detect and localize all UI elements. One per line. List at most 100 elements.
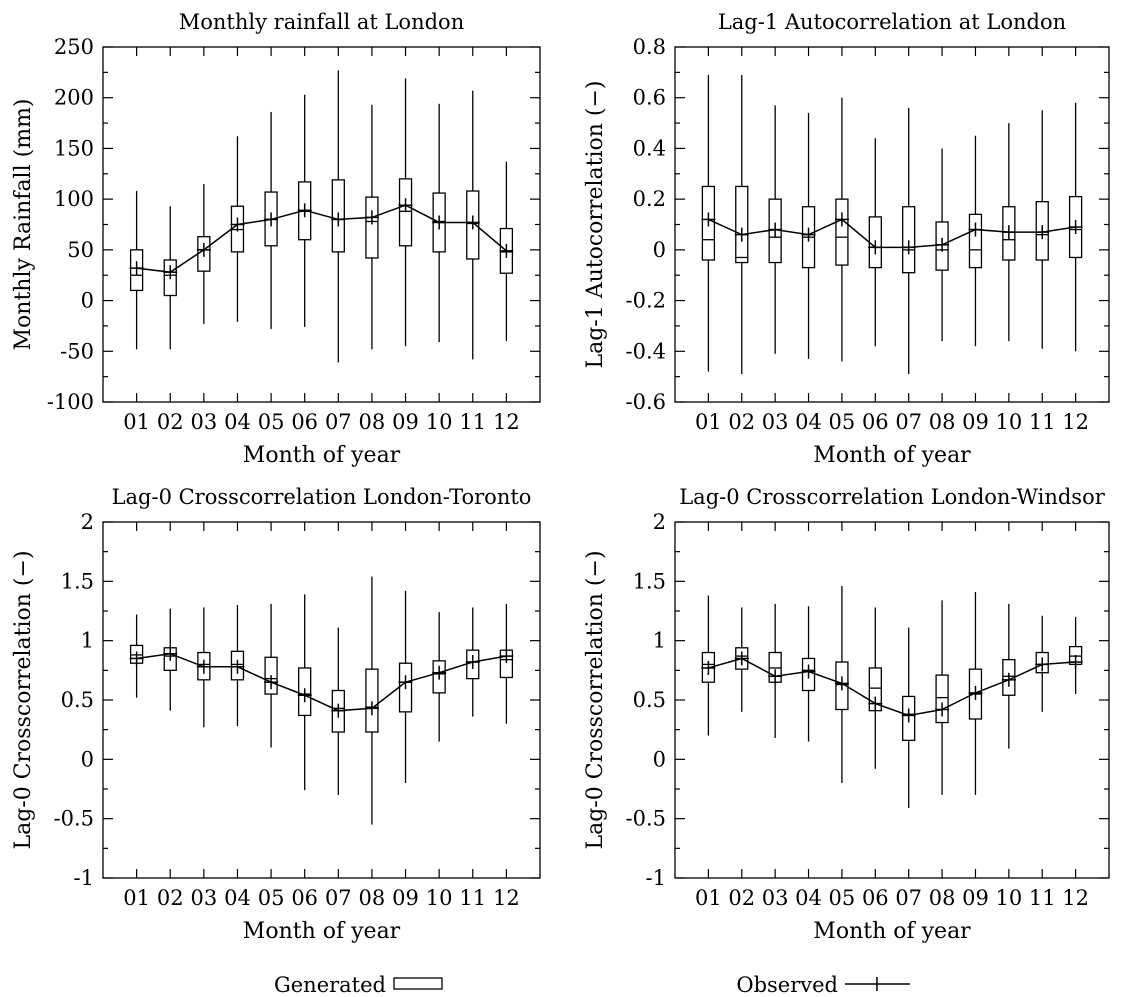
- y-tick-label: -1: [646, 866, 666, 890]
- y-tick-label: -50: [60, 339, 94, 363]
- box-rect: [902, 206, 916, 274]
- x-tick-label: 01: [695, 410, 722, 434]
- x-tick-label: 09: [962, 886, 989, 910]
- y-tick-label: 2: [653, 510, 666, 534]
- box-05: [835, 97, 849, 362]
- box-09: [398, 78, 413, 347]
- x-tick-label: 05: [258, 410, 285, 434]
- chart-title: Monthly rainfall at London: [179, 10, 464, 34]
- box-02: [735, 74, 749, 375]
- chart-title: Lag-0 Crosscorrelation London-Toronto: [112, 485, 532, 509]
- y-tick-label: 0.4: [633, 136, 666, 160]
- y-tick-label: -1: [74, 866, 94, 890]
- y-tick-label: 1.5: [633, 569, 666, 593]
- x-tick-label: 08: [929, 886, 956, 910]
- observed-line: [708, 657, 1076, 717]
- y-tick-label: 1: [653, 629, 666, 653]
- chart-panel-2: Lag-1 Autocorrelation at London -0.6 -0.4 -…: [583, 10, 1110, 468]
- y-tick-label: -0.2: [626, 289, 667, 313]
- y-axis-label: Lag-0 Crosscorrelation (−): [583, 550, 608, 849]
- x-tick-label: 07: [895, 886, 922, 910]
- x-tick-label: 12: [1062, 410, 1089, 434]
- y-tick-label: 0: [653, 238, 666, 262]
- y-tick-label: 0: [81, 289, 94, 313]
- x-tick-label: 04: [224, 410, 251, 434]
- y-tick-label: 0.5: [633, 688, 666, 712]
- y-tick-label: -0.5: [54, 807, 95, 831]
- x-tick-label: 03: [762, 886, 789, 910]
- y-tick-label: 2: [81, 510, 94, 534]
- y-tick-label: 50: [67, 238, 94, 262]
- observed-line: [136, 204, 507, 273]
- chart-title: Lag-0 Crosscorrelation London-Windsor: [679, 485, 1105, 509]
- x-tick-label: 10: [995, 886, 1022, 910]
- y-tick-label: 0.5: [61, 688, 94, 712]
- box-01: [701, 74, 716, 372]
- panels: Monthly rainfall at London-100-500501001…: [11, 10, 1110, 944]
- x-tick-label: 02: [157, 410, 184, 434]
- y-tick-label: 0: [653, 747, 666, 771]
- x-tick-label: 05: [829, 886, 856, 910]
- x-axis-label: Month of year: [813, 919, 971, 944]
- box-rect: [968, 213, 983, 269]
- legend: Generated Observed: [274, 973, 910, 997]
- y-tick-label: 200: [54, 86, 94, 110]
- box-rect: [868, 667, 882, 712]
- x-tick-label: 04: [795, 410, 822, 434]
- x-tick-label: 10: [426, 410, 453, 434]
- x-tick-label: 10: [995, 410, 1022, 434]
- box-08: [365, 104, 379, 350]
- box-08: [365, 576, 379, 825]
- y-axis-label: Lag-1 Autocorrelation (−): [583, 80, 608, 368]
- legend-observed-label: Observed: [736, 973, 838, 997]
- x-axis-label: Month of year: [243, 919, 401, 944]
- y-tick-label: -100: [47, 390, 94, 414]
- box-07: [902, 107, 916, 375]
- box-06: [868, 607, 882, 769]
- x-tick-label: 11: [459, 886, 486, 910]
- box-rect: [735, 185, 749, 264]
- x-tick-label: 03: [190, 410, 217, 434]
- y-axis-label: Lag-0 Crosscorrelation (−): [11, 550, 36, 849]
- box-12: [499, 603, 514, 724]
- x-tick-label: 01: [695, 886, 722, 910]
- box-rect: [835, 198, 849, 266]
- x-tick-label: 02: [157, 886, 184, 910]
- box-05: [264, 603, 278, 748]
- y-tick-label: 0.8: [633, 35, 666, 59]
- x-tick-label: 12: [493, 410, 520, 434]
- y-tick-label: 150: [54, 136, 94, 160]
- x-tick-label: 07: [895, 410, 922, 434]
- chart-title: Lag-1 Autocorrelation at London: [718, 10, 1066, 34]
- x-tick-label: 02: [728, 410, 755, 434]
- chart-panel-1: Monthly rainfall at London-100-500501001…: [11, 10, 541, 468]
- box-08: [935, 600, 949, 795]
- x-tick-label: 06: [862, 410, 889, 434]
- box-rect: [365, 196, 379, 259]
- legend-generated-label: Generated: [274, 973, 386, 997]
- y-tick-label: -0.5: [626, 807, 667, 831]
- x-tick-label: 12: [493, 886, 520, 910]
- x-tick-label: 03: [762, 410, 789, 434]
- x-tick-label: 09: [392, 410, 419, 434]
- y-tick-label: 0: [81, 747, 94, 771]
- x-tick-label: 05: [829, 410, 856, 434]
- box-09: [968, 592, 983, 795]
- x-tick-label: 11: [1029, 886, 1056, 910]
- x-tick-label: 04: [224, 886, 251, 910]
- x-tick-label: 06: [291, 410, 318, 434]
- y-axis-label: Monthly Rainfall (mm): [11, 98, 36, 350]
- x-tick-label: 08: [359, 410, 386, 434]
- x-tick-label: 04: [795, 886, 822, 910]
- x-tick-label: 08: [929, 410, 956, 434]
- x-axis-label: Month of year: [813, 443, 971, 468]
- x-axis-label: Month of year: [243, 443, 401, 468]
- x-tick-label: 12: [1062, 886, 1089, 910]
- x-tick-label: 01: [123, 886, 150, 910]
- legend-generated-swatch: [393, 977, 443, 990]
- y-tick-label: 1: [81, 629, 94, 653]
- x-tick-label: 09: [392, 886, 419, 910]
- box-09: [968, 135, 983, 347]
- chart-panel-3: Lag-0 Crosscorrelation London-Toronto -1 -…: [11, 485, 541, 944]
